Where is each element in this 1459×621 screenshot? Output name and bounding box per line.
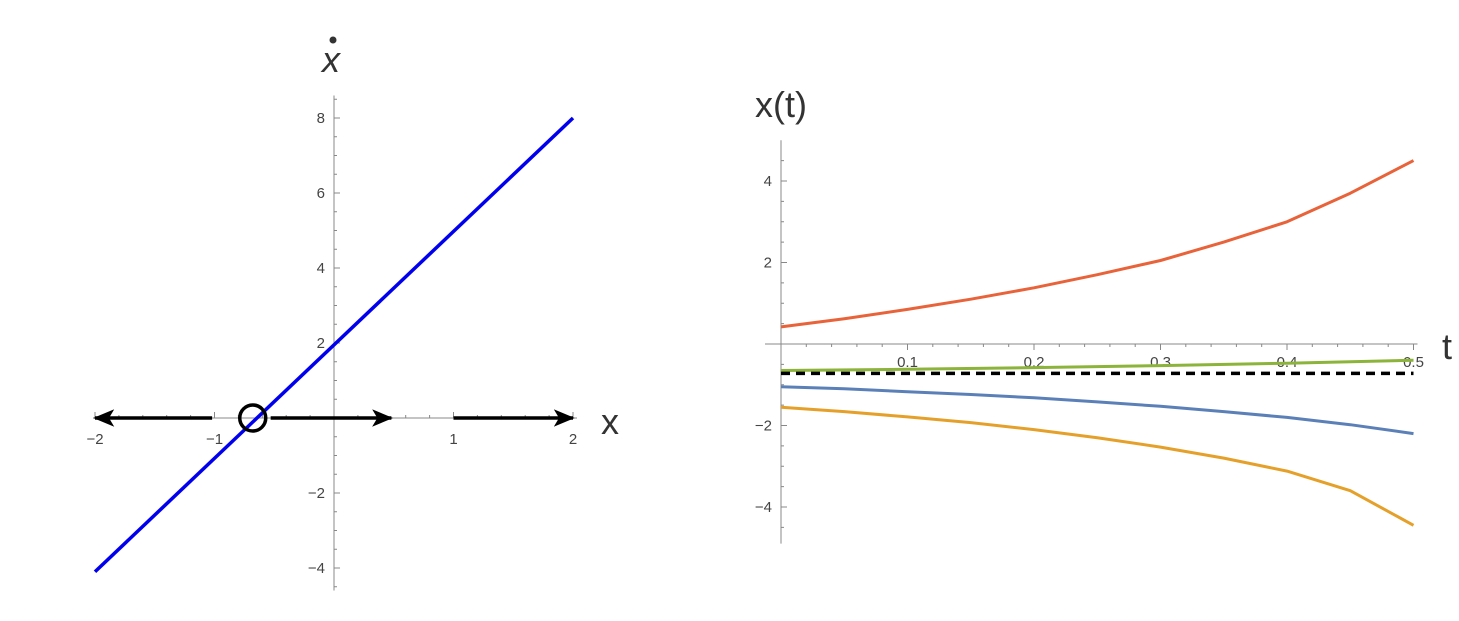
x-tick-label: −1 xyxy=(206,431,223,448)
y-tick-label: −4 xyxy=(755,499,772,516)
y-axis-label: x xyxy=(320,39,342,80)
x-tick-label: −2 xyxy=(86,431,103,448)
y-tick-label: −2 xyxy=(755,418,772,435)
series-line-0 xyxy=(93,116,575,574)
x-tick-label: 0.3 xyxy=(1150,354,1171,371)
series-line-0 xyxy=(780,159,1415,329)
y-tick-label: 2 xyxy=(317,335,325,352)
y-tick-label: −4 xyxy=(308,560,325,577)
y-tick-label: 2 xyxy=(764,255,772,272)
phase-line-plot: −2 −1 1 2 −4 −2 2 4 6 8 x x xyxy=(86,36,619,591)
x-axis-label: x xyxy=(601,401,619,442)
x-tick-label: 1 xyxy=(449,431,457,448)
y-tick-label: 8 xyxy=(317,110,325,127)
y-axis-label: x(t) xyxy=(755,84,807,125)
x-tick-label: 0.1 xyxy=(897,354,918,371)
x-tick-label: 0.5 xyxy=(1403,354,1424,371)
series-line-3 xyxy=(780,405,1415,527)
y-tick-label: −2 xyxy=(308,485,325,502)
y-tick-label: 4 xyxy=(317,260,325,277)
y-axis-label-dot xyxy=(329,36,337,44)
x-axis-label: t xyxy=(1442,326,1452,367)
y-tick-label: 6 xyxy=(317,185,325,202)
series-line-2 xyxy=(780,385,1414,436)
x-tick-label: 2 xyxy=(569,431,577,448)
y-tick-label: 4 xyxy=(764,173,772,190)
fixed-point-0 xyxy=(237,403,268,433)
series-line-1 xyxy=(780,358,1414,372)
